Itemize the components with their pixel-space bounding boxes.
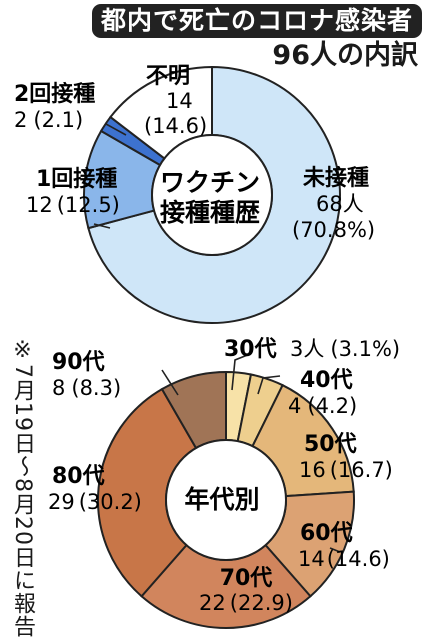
label-unknown-value: 14 [166,89,193,113]
label-unvaccinated-value: 68人 [316,192,364,216]
label-40s-value: 4 (4.2) [288,394,357,418]
vaccination-labels: 2回接種 2 (2.1) 不明 14 (14.6) 1回接種 12 (12.5) 未… [14,64,375,242]
label-unknown-name: 不明 [146,64,190,89]
label-2dose-value: 2 (2.1) [14,108,83,132]
label-30s-value: 3人 (3.1%) [290,337,400,361]
label-unvaccinated-name: 未接種 [303,166,369,191]
vaccination-donut [83,65,341,324]
age-center-label: 年代別 [184,485,259,514]
label-unvaccinated-percent: (70.8%) [292,218,375,242]
vaccination-center-line2: 接種種歴 [160,198,260,227]
label-90s-value: 8 (8.3) [52,376,121,400]
label-1dose-name: 1回接種 [36,167,117,192]
label-70s-name: 70代 [220,566,273,591]
label-unknown-percent: (14.6) [144,114,207,138]
label-80s-name: 80代 [52,464,105,489]
age-donut [97,370,355,629]
label-50s-value: 16 (16.7) [299,458,393,482]
label-2dose-name: 2回接種 [14,82,95,107]
label-60s-name: 60代 [300,521,353,546]
label-90s-name: 90代 [52,350,105,375]
label-40s-name: 40代 [300,368,353,393]
label-30s-name: 30代 [224,337,277,362]
vaccination-center-line1: ワクチン [160,168,260,197]
leader-lines [93,123,341,553]
label-70s-value: 22 (22.9) [199,591,293,615]
label-1dose-value: 12 (12.5) [26,193,120,217]
chart-subtitle: 96人の内訳 [272,40,418,71]
label-80s-value: 29 (30.2) [48,490,142,514]
age-hole [165,439,287,561]
period-note: ※7月19日〜8月20日に報告 [10,338,35,638]
vaccination-hole [151,134,273,256]
chart-title: 都内で死亡のコロナ感染者 [92,4,422,38]
label-60s-value: 14(14.6) [298,547,390,571]
age-labels: 30代 3人 (3.1%) 40代 4 (4.2) 50代 16 (16.7) 60代… [48,337,400,615]
label-50s-name: 50代 [304,432,357,457]
